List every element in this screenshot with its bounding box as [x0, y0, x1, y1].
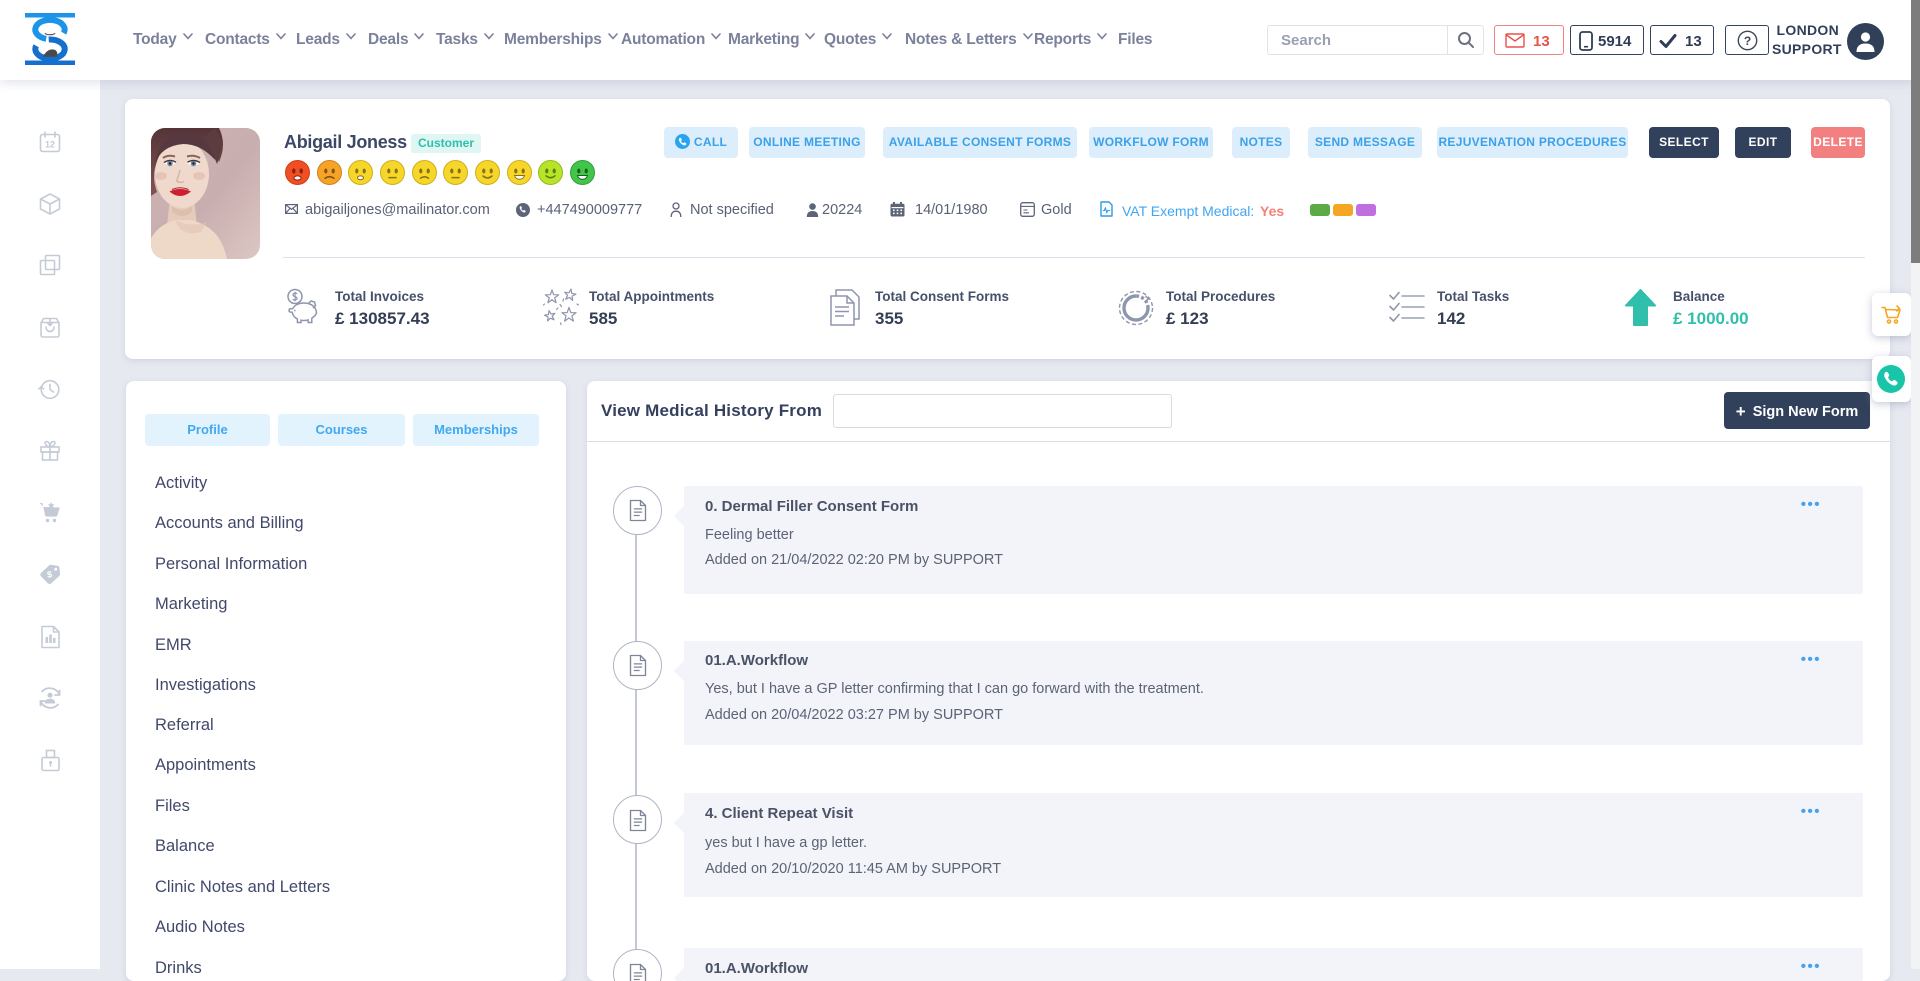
svg-text:12: 12	[45, 140, 55, 150]
svg-text:?: ?	[1744, 34, 1751, 48]
svg-text:$: $	[46, 569, 53, 580]
